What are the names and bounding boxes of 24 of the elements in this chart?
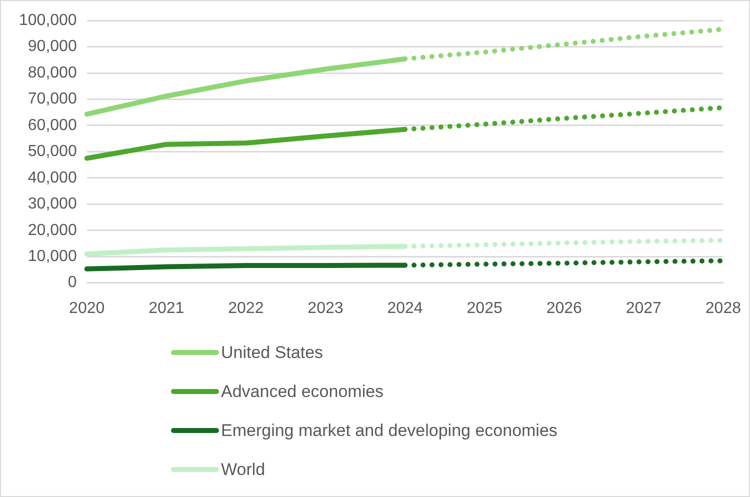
legend-label: United States [221,342,324,362]
x-tick-label: 2020 [69,300,105,317]
y-tick-label: 40,000 [28,169,77,186]
y-tick-label: 70,000 [28,90,77,108]
x-tick-label: 2027 [626,300,662,317]
y-tick-label: 20,000 [28,222,77,239]
legend-label: Advanced economies [221,382,384,402]
x-tick-label: 2022 [228,300,264,317]
y-tick-label: 50,000 [28,143,77,160]
x-tick-label: 2026 [546,300,582,317]
y-tick-label: 30,000 [28,196,77,213]
legend-label: Emerging market and developing economies [221,420,558,440]
x-tick-label: 2028 [705,300,742,317]
x-tick-label: 2023 [308,300,344,317]
y-tick-label: 60,000 [28,116,77,134]
legend-label: World [221,460,266,480]
y-tick-label: 0 [68,274,77,292]
x-tick-label: 2024 [387,300,423,317]
x-tick-label: 2021 [148,300,184,317]
y-tick-label: 90,000 [28,38,77,56]
y-tick-label: 10,000 [28,248,77,265]
y-tick-label: 100,000 [18,12,77,30]
y-tick-label: 80,000 [28,64,77,82]
x-tick-label: 2025 [466,300,502,317]
